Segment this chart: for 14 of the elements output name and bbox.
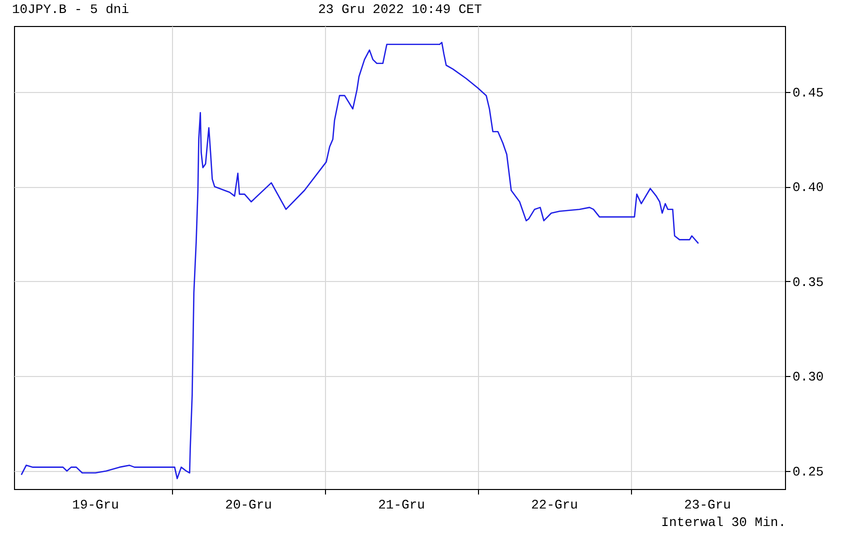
x-tick-label: 23-Gru [684,498,731,512]
text: Interwal 30 Min. [660,515,786,530]
y-tick-label: 0.40 [792,180,824,196]
y-tick-label: 0.45 [792,85,824,100]
y-tick-label: 0.35 [792,274,824,290]
x-tick-label: 19-Gru [72,498,119,512]
line-series [20,42,700,480]
x-tick-label: 22-Gru [531,498,578,512]
x-tick-label: 20-Gru [225,498,272,512]
chart-subtitle: 23 Gru 2022 10:49 CET [318,2,482,17]
chart-title: 10JPY.B - 5 dni [12,2,130,17]
y-tick-label: 0.25 [792,464,824,480]
x-tick-label: 21-Gru [378,498,425,512]
y-tick-label: 0.30 [792,370,824,385]
